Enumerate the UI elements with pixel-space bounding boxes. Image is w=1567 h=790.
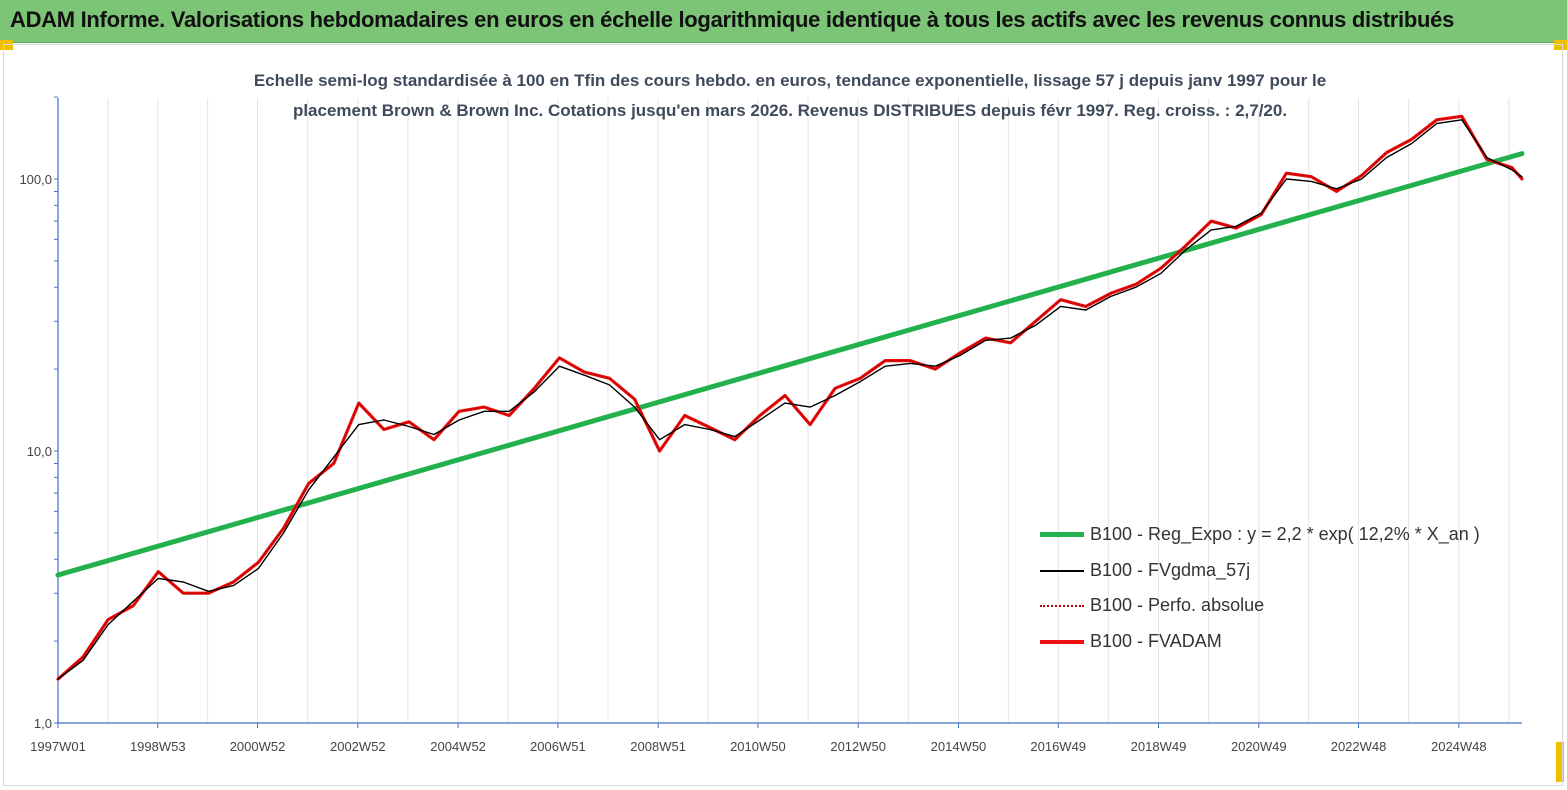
x-tick-label: 2018W49 [1131, 739, 1187, 754]
x-tick-label: 1997W01 [30, 739, 86, 754]
x-tick-label: 2002W52 [330, 739, 386, 754]
legend-swatch-reg-expo [1040, 532, 1084, 537]
legend-label-fvadam: B100 - FVADAM [1090, 631, 1222, 651]
legend-swatch-fvgdma [1040, 570, 1084, 572]
x-tick-label: 2012W50 [830, 739, 886, 754]
series-layer [55, 114, 1525, 681]
x-tick-label: 2020W49 [1231, 739, 1287, 754]
corner-marker [1554, 40, 1567, 50]
legend-swatch-fvadam [1040, 640, 1084, 644]
legend-label-reg-expo: B100 - Reg_Expo : y = 2,2 * exp( 12,2% *… [1090, 524, 1480, 544]
grid-layer [57, 98, 1510, 723]
x-tick-label: 2000W52 [230, 739, 286, 754]
y-tick-label: 10,0 [27, 444, 52, 459]
report-banner: ADAM Informe. Valorisations hebdomadaire… [0, 0, 1567, 43]
chart-frame [3, 44, 1563, 786]
series-line-1 [57, 119, 1523, 680]
legend-label-fvgdma: B100 - FVgdma_57j [1090, 560, 1251, 580]
x-tick-label: 2024W48 [1431, 739, 1487, 754]
chart-title-line-1: Echelle semi-log standardisée à 100 en T… [253, 71, 1327, 90]
legend-label-perfo-absolue: B100 - Perfo. absolue [1090, 595, 1265, 615]
y-tick-label: 1,0 [34, 716, 52, 731]
x-tick-label: 2022W48 [1331, 739, 1387, 754]
series-line-2 [57, 115, 1523, 680]
x-tick-label: 1998W53 [130, 739, 186, 754]
corner-marker [0, 40, 13, 50]
y-tick-label: 100,0 [19, 172, 52, 187]
chart-title-line-2: placement Brown & Brown Inc. Cotations j… [292, 101, 1288, 120]
x-tick-label: 2006W51 [530, 739, 586, 754]
chart-title: Echelle semi-log standardisée à 100 en T… [160, 66, 1420, 126]
x-tick-label: 2014W50 [931, 739, 987, 754]
series-line-3 [56, 114, 1524, 681]
axis-layer: 1,0 10,0 100,0 1997W01 1998W53 2000W52 2002W52… [19, 96, 1522, 754]
x-tick-label: 2004W52 [430, 739, 486, 754]
x-tick-label: 2016W49 [1030, 739, 1086, 754]
x-tick-label: 2010W50 [730, 739, 786, 754]
report-title: ADAM Informe. Valorisations hebdomadaire… [10, 7, 1455, 32]
series-line-0 [55, 151, 1525, 578]
corner-marker [1556, 742, 1564, 782]
x-tick-label: 2008W51 [630, 739, 686, 754]
legend-swatch-perfo-absolue [1040, 605, 1084, 607]
